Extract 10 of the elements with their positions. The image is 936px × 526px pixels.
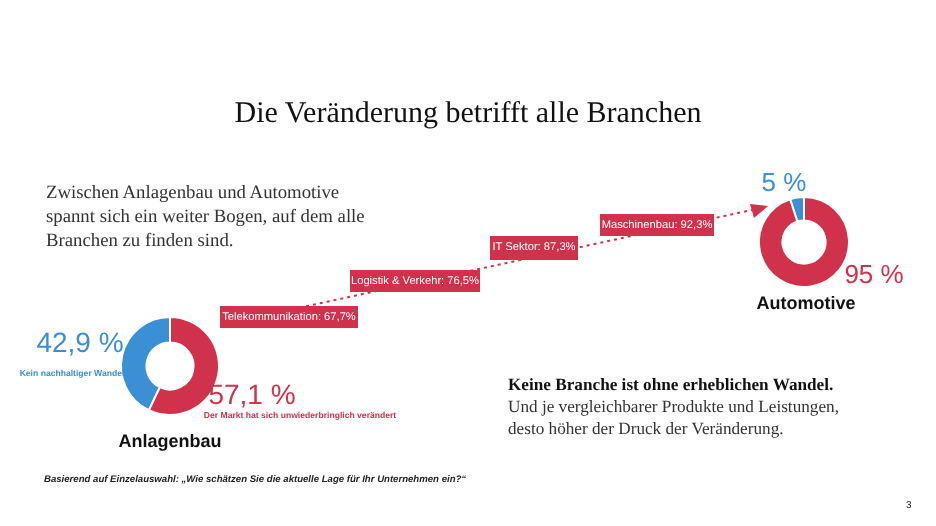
text: Und je vergleichbarer Produkte und Leistungen, desto höher der Druck der Veränderung. (508, 396, 841, 440)
data-label: 42,9 % (36, 325, 124, 358)
data-label: 5 % (761, 167, 808, 198)
text: Zwischen Anlagenbau und Automotive spannt sich ein weiter Bogen, auf dem alle Branchen zu finden sind. (46, 182, 367, 254)
text: Keine Branche ist ohne erheblichen Wandel. (508, 374, 836, 396)
data-label: 57,1 % (208, 377, 296, 410)
text: Automotive (756, 292, 856, 313)
text: Anlagenbau (118, 430, 222, 451)
data-label: 95 % (844, 259, 905, 290)
text: Die Veränderung betrifft alle Branchen (232, 98, 704, 132)
